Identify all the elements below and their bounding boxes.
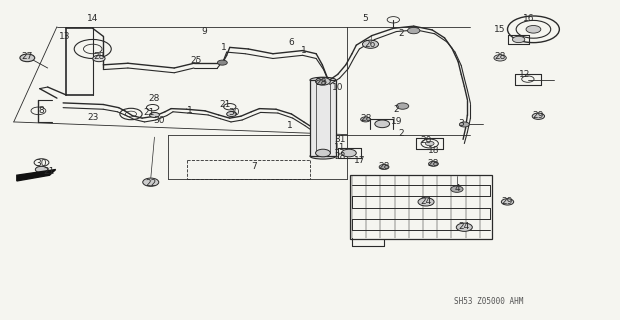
Circle shape [35,166,48,173]
Text: 24: 24 [459,222,470,231]
Circle shape [375,120,389,128]
Circle shape [227,111,237,116]
Text: 10: 10 [332,83,343,92]
Text: 27: 27 [22,52,33,61]
Circle shape [513,36,525,43]
Text: 2: 2 [399,28,404,38]
Text: 30: 30 [36,159,47,168]
Circle shape [494,55,507,61]
Text: 4: 4 [454,184,459,193]
Circle shape [526,26,541,33]
Text: 20: 20 [420,136,432,146]
Text: 14: 14 [87,14,99,23]
Circle shape [379,164,389,170]
Text: 15: 15 [494,25,506,35]
Text: 7: 7 [252,162,257,171]
Text: 17: 17 [353,156,365,164]
Text: 6: 6 [288,38,294,47]
Circle shape [363,40,379,48]
Circle shape [418,198,434,206]
Text: 28: 28 [378,162,390,171]
Circle shape [396,103,409,109]
Polygon shape [17,170,56,181]
Circle shape [456,223,472,231]
Circle shape [316,149,330,157]
Circle shape [407,28,420,34]
Circle shape [342,149,356,157]
Text: 8: 8 [38,106,45,115]
Ellipse shape [310,77,336,83]
Circle shape [428,161,438,166]
Text: 21: 21 [44,167,55,176]
Text: SH53 Z05000 AHM: SH53 Z05000 AHM [454,297,524,306]
Text: 5: 5 [363,14,368,23]
Text: 1: 1 [221,43,226,52]
Text: 28: 28 [494,52,506,61]
Text: 31: 31 [334,135,345,144]
Text: 16: 16 [523,14,535,23]
Text: 2: 2 [394,105,399,114]
Text: 18: 18 [428,146,439,155]
Bar [310,80,336,156]
Text: 28: 28 [360,114,371,123]
Circle shape [425,141,434,146]
Circle shape [143,178,159,186]
Text: 21: 21 [219,100,231,109]
Text: 28: 28 [93,52,105,61]
Text: 19: 19 [391,117,402,126]
Text: 1: 1 [288,121,293,130]
Text: 28: 28 [428,159,439,168]
Circle shape [20,54,35,62]
Circle shape [451,186,463,192]
Text: 28: 28 [149,94,160,103]
Text: 12: 12 [519,70,531,79]
Circle shape [316,80,326,85]
Text: 30: 30 [153,116,164,125]
Circle shape [532,113,544,119]
Text: 1: 1 [301,46,307,55]
Text: 28: 28 [316,78,327,87]
Text: 24: 24 [420,197,432,206]
Text: 1: 1 [187,106,193,115]
Circle shape [316,77,330,85]
Text: 13: 13 [59,32,70,41]
Text: 23: 23 [87,113,99,122]
Text: 30: 30 [228,108,240,117]
Text: 2: 2 [399,129,404,138]
Text: 21: 21 [144,108,155,117]
Text: 28: 28 [334,152,345,161]
Text: 11: 11 [334,143,345,152]
Text: 3: 3 [458,119,464,128]
Circle shape [361,117,371,122]
Circle shape [218,60,228,65]
Ellipse shape [310,153,336,159]
Text: 9: 9 [201,27,206,36]
Text: 29: 29 [533,111,544,120]
Circle shape [459,122,469,127]
Circle shape [93,55,105,62]
Text: 22: 22 [145,179,156,188]
Text: 25: 25 [190,56,202,65]
Text: 26: 26 [365,40,376,49]
Circle shape [149,112,159,117]
Bar [350,175,492,239]
Text: 29: 29 [502,197,513,206]
Circle shape [502,199,514,205]
